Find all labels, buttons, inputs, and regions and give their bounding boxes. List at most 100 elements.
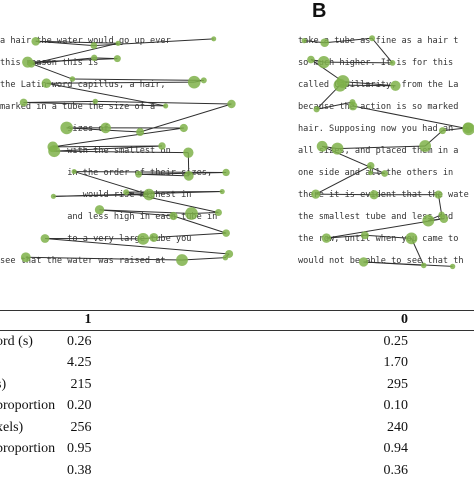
saccade-line: [353, 106, 469, 129]
saccade-line: [173, 216, 226, 233]
panel-b-gaze-plot: take a tube as fine as a hair t so much …: [298, 30, 474, 300]
value-condition-0: 0.94: [384, 439, 474, 461]
value-condition-1: 0.26: [67, 331, 384, 353]
fixation-dot: [368, 170, 373, 175]
saccade-line: [154, 233, 226, 237]
saccade-line: [364, 262, 453, 266]
fixation-dot: [369, 190, 378, 199]
saccade-line: [324, 62, 393, 63]
fixation-dot: [419, 140, 431, 152]
row-label: proportion: [0, 439, 63, 461]
table-row: proportion 0.20 0.10: [0, 396, 474, 418]
fixation-dot: [201, 77, 207, 83]
metrics-table: 1 0 ord (s) 0.26 0.25 4.25 1.70 s) 215 2…: [0, 310, 474, 482]
saccade-line: [46, 82, 194, 83]
saccade-line: [72, 79, 203, 80]
fixation-dot: [41, 234, 50, 243]
fixation-dot: [223, 255, 229, 261]
fixation-dot: [359, 257, 368, 266]
saccade-line: [126, 192, 222, 193]
saccade-line: [100, 210, 192, 214]
row-label: [0, 460, 63, 482]
fixation-dot: [22, 57, 33, 68]
fixation-dot: [367, 162, 374, 169]
fixation-dot: [21, 252, 31, 262]
row-label: ord (s): [0, 331, 63, 353]
header-cell: [0, 310, 67, 331]
fixation-dot: [90, 42, 97, 49]
fixation-dot: [390, 81, 400, 91]
row-label: proportion: [0, 396, 63, 418]
value-condition-1: 215: [67, 374, 384, 396]
fixation-dot: [93, 99, 98, 104]
saccade-line: [316, 166, 371, 194]
fixation-dot: [149, 233, 158, 242]
fixation-dot: [123, 189, 129, 195]
header-cell-condition-0: 0: [384, 310, 474, 331]
table-row: xels) 256 240: [0, 417, 474, 439]
scanpath-overlay-a: [0, 30, 236, 282]
fixation-dot: [211, 36, 216, 41]
fixation-dot: [222, 229, 230, 237]
fixation-dot: [158, 142, 165, 149]
fixation-dot: [331, 143, 343, 155]
fixation-dot: [20, 99, 28, 107]
fixation-dot: [72, 169, 77, 174]
saccade-line: [372, 38, 392, 63]
fixation-dot: [137, 233, 149, 245]
saccade-line: [182, 258, 225, 260]
fixation-dot: [100, 123, 111, 134]
table-row: 0.38 0.36: [0, 460, 474, 482]
fixation-dot: [390, 60, 396, 66]
fixation-dot: [421, 263, 427, 269]
fixation-dot: [42, 78, 52, 88]
fixation-dot: [60, 122, 73, 135]
fixation-dot: [322, 233, 331, 242]
row-label: [0, 353, 63, 375]
fixation-dot: [334, 79, 347, 92]
fixation-dot: [422, 215, 434, 227]
saccade-line: [126, 192, 218, 212]
saccade-line: [325, 38, 372, 42]
saccade-line: [100, 210, 174, 216]
fixation-dot: [136, 128, 144, 136]
fixation-dot: [227, 100, 235, 108]
value-condition-1: 0.38: [67, 460, 384, 482]
fixation-dot: [318, 56, 330, 68]
value-condition-0: 0.10: [384, 396, 474, 418]
fixation-dot: [361, 231, 369, 239]
panel-b-label: B: [312, 0, 326, 23]
table-row: ord (s) 0.26 0.25: [0, 331, 474, 353]
panel-a-gaze-plot: a hair the water would go up ever this r…: [0, 30, 236, 282]
fixation-dot: [169, 212, 177, 220]
fixation-dot: [135, 171, 142, 178]
fixation-dot: [311, 190, 320, 199]
fixation-dot: [320, 38, 329, 47]
scanpath-overlay-b: [298, 30, 474, 300]
fixation-dot: [406, 232, 418, 244]
saccade-line: [45, 239, 229, 254]
value-condition-0: 0.25: [384, 331, 474, 353]
fixation-dot: [220, 189, 225, 194]
fixation-dot: [51, 194, 56, 199]
value-condition-1: 256: [67, 417, 384, 439]
fixation-dot: [185, 207, 198, 220]
fixation-dot: [440, 214, 449, 223]
fixation-dot: [31, 37, 40, 46]
header-cell-condition-1: 1: [67, 310, 384, 331]
fixation-dot: [184, 171, 194, 181]
value-condition-1: 4.25: [67, 353, 384, 375]
saccade-line: [26, 257, 182, 260]
fixation-dot: [434, 191, 442, 199]
row-label: xels): [0, 417, 63, 439]
fixation-dot: [369, 35, 375, 41]
saccade-line: [24, 101, 96, 102]
fixation-dot: [114, 55, 121, 62]
saccade-line: [340, 85, 395, 86]
saccade-line: [28, 59, 118, 63]
value-condition-0: 0.36: [384, 460, 474, 482]
fixation-dot: [48, 145, 60, 157]
table-row: s) 215 295: [0, 374, 474, 396]
value-condition-1: 0.20: [67, 396, 384, 418]
fixation-dot: [317, 141, 328, 152]
